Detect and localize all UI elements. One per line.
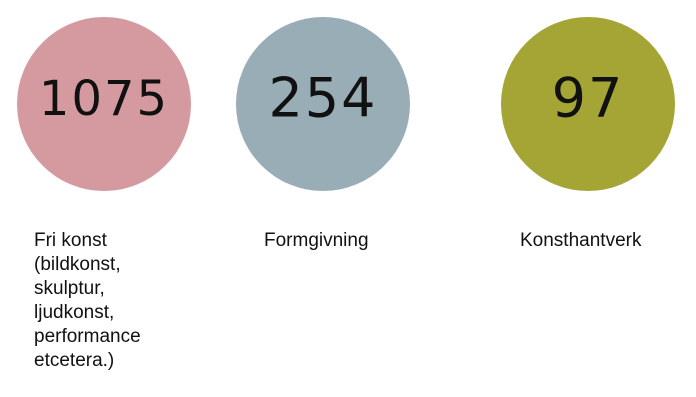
- category-label-formgivning: Formgivning: [264, 230, 369, 251]
- bubble-value-0: 1075: [39, 71, 169, 127]
- bubble-value-2: 97: [552, 67, 625, 130]
- bubble-2: [501, 17, 675, 191]
- category-label-konsthantverk: Konsthantverk: [520, 230, 642, 251]
- category-label-fri-konst: Fri konst (bildkonst, skulptur, ljudkons…: [34, 230, 141, 371]
- bubble-0: [17, 17, 191, 191]
- bubble-value-1: 254: [268, 67, 377, 130]
- bubble-1: [236, 17, 410, 191]
